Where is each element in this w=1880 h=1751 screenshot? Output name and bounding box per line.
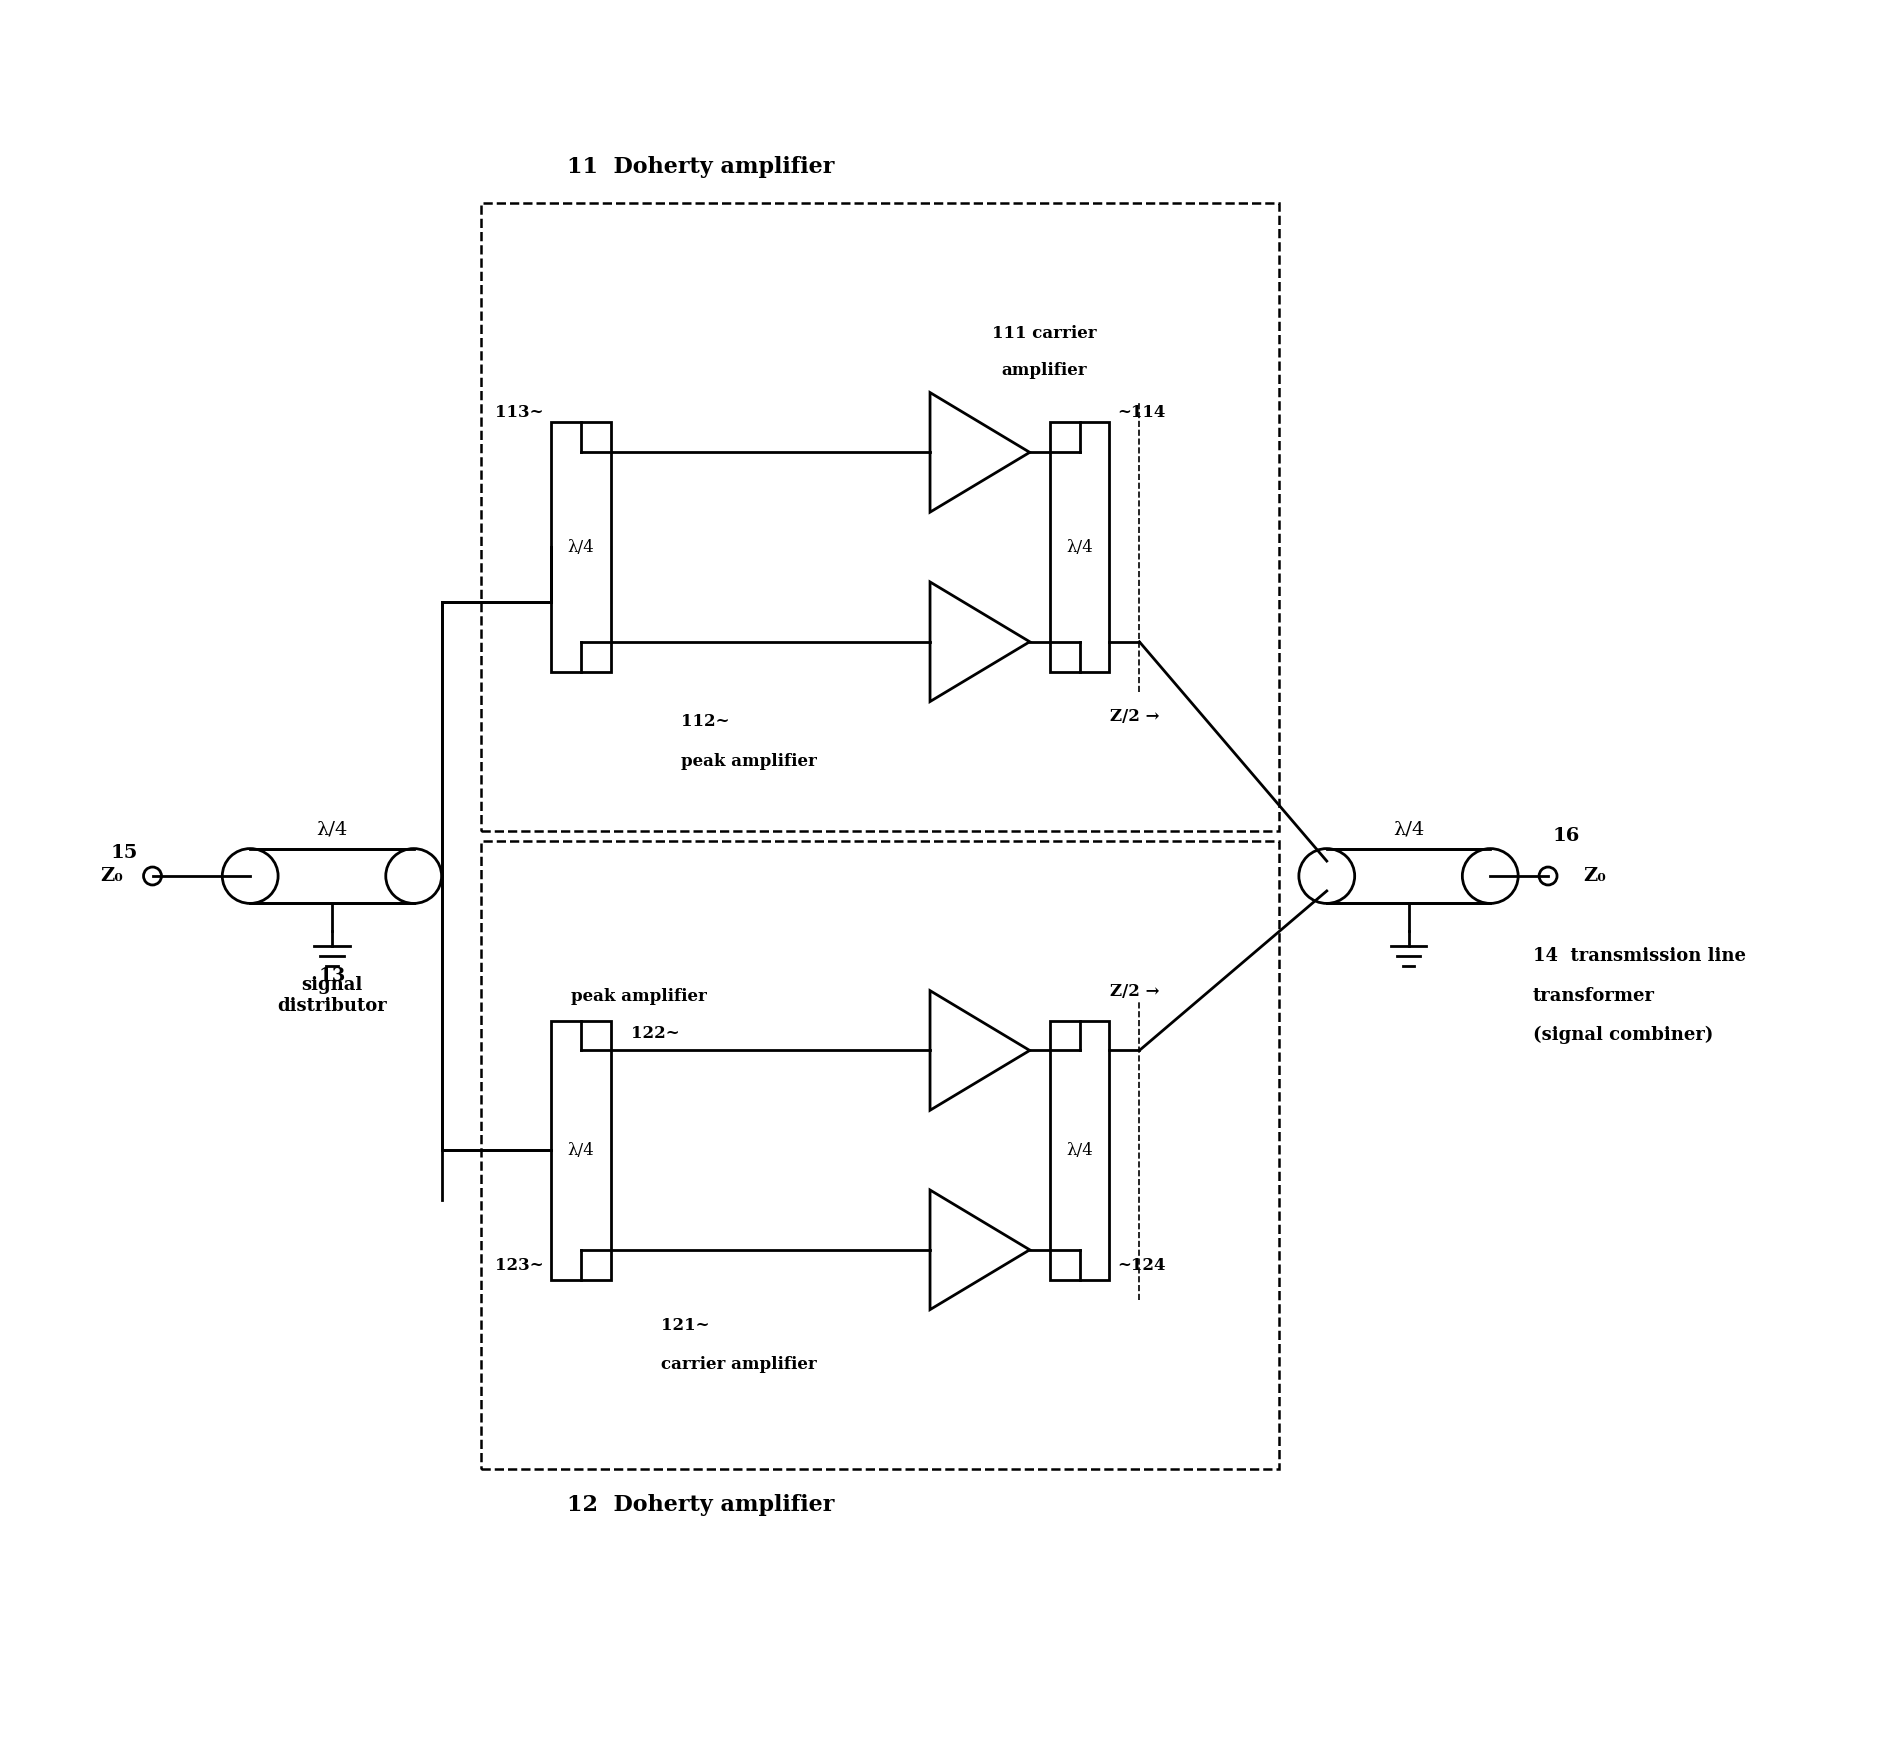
Bar	[481, 203, 1278, 832]
Ellipse shape	[222, 849, 278, 904]
Text: 16: 16	[1553, 826, 1579, 846]
Text: λ/4: λ/4	[568, 539, 594, 555]
Text: ~124: ~124	[1117, 1257, 1166, 1273]
Text: 11  Doherty amplifier: 11 Doherty amplifier	[566, 156, 835, 179]
Text: 113~: 113~	[494, 404, 543, 422]
Text: Z/2 →: Z/2 →	[1109, 982, 1158, 1000]
Text: 123~: 123~	[494, 1257, 543, 1273]
Text: Z/2 →: Z/2 →	[1109, 709, 1158, 725]
Bar	[1325, 849, 1489, 904]
Text: peak amplifier: peak amplifier	[681, 753, 816, 770]
Text: 12  Doherty amplifier: 12 Doherty amplifier	[566, 1494, 835, 1516]
Text: Z₀: Z₀	[1583, 867, 1606, 884]
Text: carrier amplifier: carrier amplifier	[660, 1357, 816, 1373]
Text: 13: 13	[318, 967, 346, 984]
Bar	[250, 849, 414, 904]
Text: 121~: 121~	[660, 1317, 709, 1334]
Bar	[1049, 422, 1109, 672]
Text: Z₀: Z₀	[100, 867, 122, 884]
Ellipse shape	[1299, 849, 1354, 904]
Text: λ/4: λ/4	[568, 1142, 594, 1159]
Text: 111 carrier: 111 carrier	[993, 324, 1096, 341]
Text: transformer: transformer	[1532, 986, 1654, 1005]
Text: (signal combiner): (signal combiner)	[1532, 1026, 1713, 1045]
Bar	[1049, 1021, 1109, 1280]
Text: signal
distributor: signal distributor	[276, 975, 387, 1014]
Bar	[481, 840, 1278, 1469]
Ellipse shape	[385, 849, 442, 904]
Text: λ/4: λ/4	[316, 819, 348, 839]
Text: 112~: 112~	[681, 713, 729, 730]
Polygon shape	[929, 1191, 1028, 1310]
Bar	[551, 1021, 611, 1280]
Polygon shape	[929, 392, 1028, 511]
Text: λ/4: λ/4	[1066, 1142, 1092, 1159]
Polygon shape	[929, 991, 1028, 1110]
Text: λ/4: λ/4	[1391, 819, 1423, 839]
Text: 122~: 122~	[630, 1026, 679, 1042]
Text: 15: 15	[111, 844, 137, 861]
Text: λ/4: λ/4	[1066, 539, 1092, 555]
Text: amplifier: amplifier	[1002, 362, 1087, 378]
Polygon shape	[929, 581, 1028, 702]
Text: ~114: ~114	[1117, 404, 1166, 422]
Ellipse shape	[1461, 849, 1517, 904]
Bar	[551, 422, 611, 672]
Text: peak amplifier: peak amplifier	[572, 988, 707, 1005]
Text: 14  transmission line: 14 transmission line	[1532, 947, 1745, 965]
